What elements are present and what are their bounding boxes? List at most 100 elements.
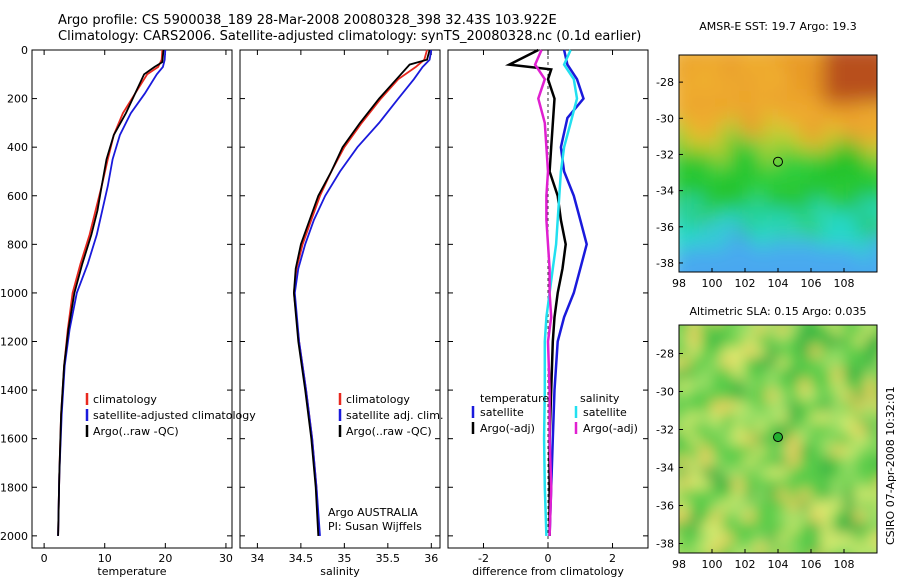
map-cell [810, 412, 822, 424]
map-cell [876, 335, 877, 347]
map-cell [727, 127, 740, 140]
map-cell [871, 139, 877, 152]
map-cell [883, 223, 896, 236]
map-cell [751, 55, 764, 68]
map-cell [811, 91, 824, 104]
map-cell [733, 456, 745, 468]
map-cell [775, 139, 788, 152]
map-cell [821, 478, 833, 490]
map-cell [810, 325, 822, 336]
map-cell [763, 175, 776, 188]
map-cell [859, 91, 872, 104]
map-cell [751, 175, 764, 188]
map-cell [739, 139, 752, 152]
map-cell [775, 151, 788, 164]
map-cell [811, 235, 824, 248]
map-cell [835, 79, 848, 92]
map-cell [727, 175, 740, 188]
map-cell [727, 235, 740, 248]
map-cell [843, 500, 855, 512]
x-tick-label: 35 [337, 552, 351, 565]
map-cell [679, 456, 690, 468]
map-cell [744, 412, 756, 424]
map-cell [843, 390, 855, 402]
map-cell [787, 139, 800, 152]
map-cell [788, 335, 800, 347]
map-cell [689, 379, 701, 391]
map-cell [733, 390, 745, 402]
map-cell [810, 401, 822, 413]
map-cell [691, 199, 704, 212]
map-cell [751, 247, 764, 260]
map-cell [883, 211, 896, 224]
map-cell [763, 235, 776, 248]
map-cell [843, 478, 855, 490]
map-cell [722, 412, 734, 424]
map-cell [865, 478, 877, 490]
argo-position-marker [773, 156, 783, 167]
map-cell [847, 79, 860, 92]
map-cell [847, 103, 860, 116]
map-cell [775, 79, 788, 92]
map-cell [755, 346, 767, 358]
map-cell [847, 139, 860, 152]
map-cell [854, 346, 866, 358]
map-cell [715, 199, 728, 212]
map-cell [691, 91, 704, 104]
map-cell [832, 467, 844, 479]
map-cell [871, 163, 877, 176]
map-cell [847, 115, 860, 128]
plot-frame [31, 49, 233, 549]
series-line-3 [57, 49, 165, 536]
map-cell [691, 211, 704, 224]
map-cell [821, 390, 833, 402]
map-cell [766, 325, 778, 336]
map-cell [799, 223, 812, 236]
map-cell [865, 368, 877, 380]
map-cell [823, 151, 836, 164]
map-cell [865, 544, 877, 553]
map-cell [823, 91, 836, 104]
map-cell [711, 478, 723, 490]
map-cell [679, 103, 692, 116]
map-cell [711, 423, 723, 435]
map-cell [777, 511, 789, 523]
map-cell [727, 151, 740, 164]
map-cell [679, 478, 690, 490]
map-cell [715, 115, 728, 128]
map-cell [777, 533, 789, 545]
argo-position-marker [773, 432, 783, 443]
map-cell [691, 259, 704, 272]
map-cell [810, 434, 822, 446]
map-cell [871, 79, 877, 92]
map-cell [787, 103, 800, 116]
map-cell [843, 368, 855, 380]
map-cell [777, 445, 789, 457]
map-cell [739, 163, 752, 176]
map-cell [847, 259, 860, 272]
map-cell [679, 127, 680, 140]
map-cell [766, 423, 778, 435]
map-cell [744, 500, 756, 512]
map-cell [847, 175, 860, 188]
map-cell [823, 115, 836, 128]
map-cell [715, 175, 728, 188]
y-tick-label: -36 [656, 500, 674, 513]
map-cell [763, 223, 776, 236]
map-cell [763, 211, 776, 224]
map-cell [691, 67, 704, 80]
map-cell [679, 533, 690, 545]
map-cell [832, 401, 844, 413]
map-cell [799, 445, 811, 457]
map-cell [777, 379, 789, 391]
map-cell [679, 139, 692, 152]
map-cell [865, 423, 877, 435]
map-cell [689, 544, 701, 553]
map-cell [679, 55, 692, 56]
map-cell [715, 91, 728, 104]
map-cell [715, 151, 728, 164]
map-cell [883, 151, 896, 164]
map-cell [835, 67, 848, 80]
map-cell [722, 346, 734, 358]
y-tick-label: -34 [656, 185, 674, 198]
